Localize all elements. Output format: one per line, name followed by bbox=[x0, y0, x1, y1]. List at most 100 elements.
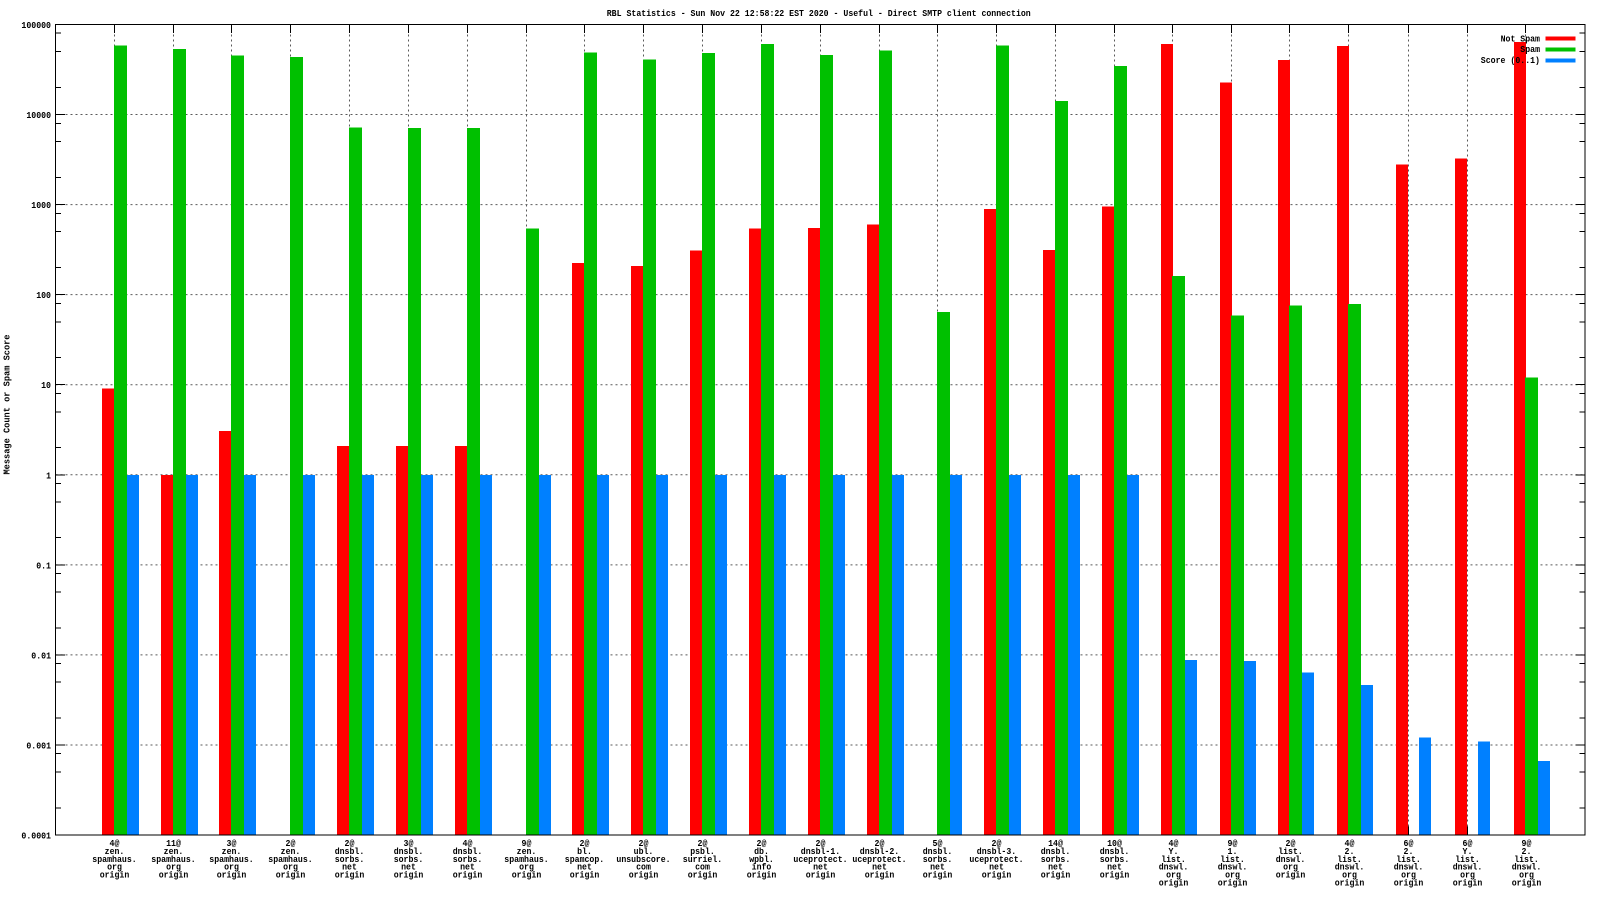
svg-text:14@: 14@ bbox=[1048, 839, 1063, 849]
svg-text:net: net bbox=[342, 863, 357, 873]
svg-text:dnswl.: dnswl. bbox=[1394, 863, 1424, 873]
svg-text:4@: 4@ bbox=[110, 839, 120, 849]
svg-text:origin: origin bbox=[100, 871, 130, 881]
svg-text:9@: 9@ bbox=[1522, 839, 1532, 849]
svg-text:uceprotect.: uceprotect. bbox=[793, 855, 847, 865]
svg-text:org: org bbox=[283, 863, 298, 873]
svg-text:1000: 1000 bbox=[31, 201, 51, 211]
svg-text:origin: origin bbox=[982, 871, 1012, 881]
svg-text:origin: origin bbox=[570, 871, 600, 881]
svg-text:2@: 2@ bbox=[580, 839, 590, 849]
svg-text:2@: 2@ bbox=[286, 839, 296, 849]
svg-text:3@: 3@ bbox=[227, 839, 237, 849]
svg-text:dnswl.: dnswl. bbox=[1218, 863, 1248, 873]
svg-text:net: net bbox=[1107, 863, 1122, 873]
svg-text:org: org bbox=[1166, 871, 1181, 881]
svg-text:sorbs.: sorbs. bbox=[923, 855, 953, 865]
svg-text:list.: list. bbox=[1455, 855, 1480, 865]
svg-text:11@: 11@ bbox=[166, 839, 181, 849]
svg-text:origin: origin bbox=[1512, 879, 1542, 889]
svg-text:sorbs.: sorbs. bbox=[394, 855, 424, 865]
svg-text:org: org bbox=[1283, 863, 1298, 873]
svg-text:net: net bbox=[401, 863, 416, 873]
svg-text:origin: origin bbox=[1159, 879, 1189, 889]
svg-text:3@: 3@ bbox=[404, 839, 414, 849]
svg-text:2.: 2. bbox=[1404, 847, 1414, 857]
svg-text:Y.: Y. bbox=[1169, 847, 1179, 857]
svg-text:RBL Statistics - Sun Nov 22 12: RBL Statistics - Sun Nov 22 12:58:22 EST… bbox=[607, 9, 1031, 19]
svg-text:origin: origin bbox=[276, 871, 306, 881]
svg-text:dnswl.: dnswl. bbox=[1453, 863, 1483, 873]
svg-text:origin: origin bbox=[394, 871, 424, 881]
svg-text:org: org bbox=[519, 863, 534, 873]
svg-text:origin: origin bbox=[335, 871, 365, 881]
svg-text:sorbs.: sorbs. bbox=[335, 855, 365, 865]
svg-text:Message Count or Spam Score: Message Count or Spam Score bbox=[3, 335, 13, 475]
svg-text:2@: 2@ bbox=[875, 839, 885, 849]
svg-text:2.: 2. bbox=[1522, 847, 1532, 857]
svg-text:origin: origin bbox=[629, 871, 659, 881]
svg-text:9@: 9@ bbox=[1228, 839, 1238, 849]
svg-text:2@: 2@ bbox=[698, 839, 708, 849]
svg-text:0.001: 0.001 bbox=[26, 741, 51, 751]
svg-text:10@: 10@ bbox=[1107, 839, 1122, 849]
svg-text:db.: db. bbox=[754, 847, 769, 857]
svg-text:origin: origin bbox=[1218, 879, 1248, 889]
svg-text:spamcop.: spamcop. bbox=[565, 855, 604, 865]
svg-text:5@: 5@ bbox=[933, 839, 943, 849]
svg-text:origin: origin bbox=[1100, 871, 1130, 881]
svg-text:uceprotect.: uceprotect. bbox=[852, 855, 906, 865]
svg-text:sorbs.: sorbs. bbox=[1100, 855, 1130, 865]
svg-text:dnsbl.: dnsbl. bbox=[335, 847, 365, 857]
svg-text:bl.: bl. bbox=[577, 847, 592, 857]
svg-text:zen.: zen. bbox=[222, 847, 242, 857]
svg-text:4@: 4@ bbox=[463, 839, 473, 849]
svg-text:origin: origin bbox=[747, 871, 777, 881]
svg-text:psbl.: psbl. bbox=[690, 847, 715, 857]
svg-text:origin: origin bbox=[1453, 879, 1483, 889]
svg-text:0.01: 0.01 bbox=[31, 651, 51, 661]
svg-text:4@: 4@ bbox=[1345, 839, 1355, 849]
svg-text:org: org bbox=[1401, 871, 1416, 881]
svg-text:com: com bbox=[695, 863, 710, 873]
svg-text:dnswl.: dnswl. bbox=[1159, 863, 1189, 873]
svg-text:dnsbl.: dnsbl. bbox=[1100, 847, 1130, 857]
svg-text:2@: 2@ bbox=[345, 839, 355, 849]
svg-text:list.: list. bbox=[1396, 855, 1421, 865]
svg-text:1: 1 bbox=[46, 471, 51, 481]
svg-text:dnsbl-1.: dnsbl-1. bbox=[801, 847, 840, 857]
svg-text:spamhaus.: spamhaus. bbox=[268, 855, 312, 865]
svg-text:6@: 6@ bbox=[1404, 839, 1414, 849]
svg-text:1.: 1. bbox=[1228, 847, 1238, 857]
svg-text:origin: origin bbox=[923, 871, 953, 881]
svg-text:spamhaus.: spamhaus. bbox=[151, 855, 195, 865]
svg-text:sorbs.: sorbs. bbox=[453, 855, 483, 865]
svg-text:sorbs.: sorbs. bbox=[1041, 855, 1071, 865]
svg-text:dnsbl.: dnsbl. bbox=[453, 847, 483, 857]
svg-text:10: 10 bbox=[41, 381, 51, 391]
svg-text:zen.: zen. bbox=[517, 847, 537, 857]
svg-text:net: net bbox=[872, 863, 887, 873]
svg-text:2@: 2@ bbox=[639, 839, 649, 849]
svg-text:unsubscore.: unsubscore. bbox=[616, 855, 670, 865]
svg-text:dnsbl.: dnsbl. bbox=[923, 847, 953, 857]
svg-text:origin: origin bbox=[1335, 879, 1365, 889]
svg-text:list.: list. bbox=[1337, 855, 1362, 865]
svg-text:spamhaus.: spamhaus. bbox=[92, 855, 136, 865]
svg-text:dnswl.: dnswl. bbox=[1512, 863, 1542, 873]
svg-text:100000: 100000 bbox=[21, 21, 51, 31]
svg-text:dnswl.: dnswl. bbox=[1335, 863, 1365, 873]
svg-text:wpbl.: wpbl. bbox=[749, 855, 774, 865]
svg-text:4@: 4@ bbox=[1169, 839, 1179, 849]
svg-text:list.: list. bbox=[1220, 855, 1245, 865]
svg-text:6@: 6@ bbox=[1463, 839, 1473, 849]
svg-text:dnsbl-3.: dnsbl-3. bbox=[977, 847, 1016, 857]
svg-text:zen.: zen. bbox=[281, 847, 301, 857]
svg-text:origin: origin bbox=[159, 871, 189, 881]
svg-text:origin: origin bbox=[1394, 879, 1424, 889]
svg-text:zen.: zen. bbox=[164, 847, 184, 857]
svg-text:100: 100 bbox=[36, 291, 51, 301]
svg-text:uceprotect.: uceprotect. bbox=[969, 855, 1023, 865]
svg-text:net: net bbox=[813, 863, 828, 873]
svg-text:origin: origin bbox=[688, 871, 718, 881]
